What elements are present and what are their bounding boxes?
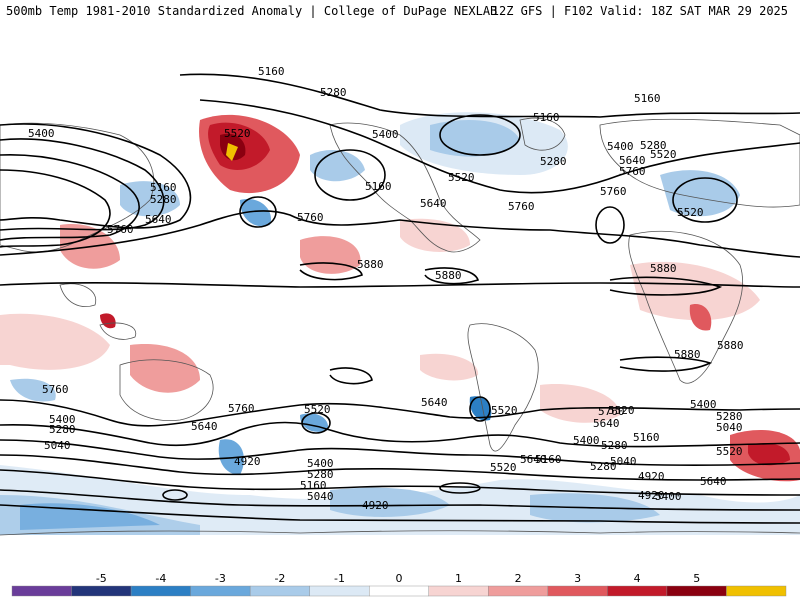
map-title: 500mb Temp 1981-2010 Standardized Anomal… [6, 4, 498, 18]
colorbar-swatch [726, 585, 787, 597]
colorbar-swatch [369, 585, 429, 597]
contour-label: 5640 [520, 453, 547, 466]
colorbar-tick-label: 2 [515, 572, 522, 585]
contour-label: 5880 [674, 348, 701, 361]
contour-label: 4920 [638, 470, 665, 483]
contour-label: 5040 [44, 439, 71, 452]
contour-label: 5400 [607, 140, 634, 153]
contour-labels: 5160 5280 5160 5400 5520 5400 5280 5160 … [28, 65, 744, 512]
colorbar-swatch [190, 585, 251, 597]
colorbar-swatch [249, 585, 310, 597]
contour-label: 5280 [716, 410, 743, 423]
contour-label: 5040 [307, 490, 334, 503]
contour-label: 5880 [357, 258, 384, 271]
contour-label: 4920 [234, 455, 261, 468]
contour-label: 5160 [535, 453, 562, 466]
contour-label: 5400 [28, 127, 55, 140]
contour-label: 5280 [150, 193, 177, 206]
contour-label: 5520 [716, 445, 743, 458]
colorbar-tick-label: -2 [274, 572, 285, 585]
contour-label: 5400 [690, 398, 717, 411]
contour-label: 5280 [49, 423, 76, 436]
contour-label: 4920 [362, 499, 389, 512]
anomaly-shading [0, 112, 800, 535]
colorbar: -5 -4 -3 -2 -1 0 1 2 3 4 5 [0, 558, 800, 600]
contour-label: 5640 [700, 475, 727, 488]
contour-label: 5760 [228, 402, 255, 415]
contour-label: 5160 [300, 479, 327, 492]
colorbar-swatch [309, 585, 370, 597]
contour-label: 5640 [420, 197, 447, 210]
contour-label: 5520 [448, 171, 475, 184]
contour-label: 5400 [372, 128, 399, 141]
contour-label: 4920 [638, 489, 665, 502]
contour-label: 5520 [224, 127, 251, 140]
contour-label: 5160 [533, 111, 560, 124]
contour-label: 5520 [490, 461, 517, 474]
colorbar-tick-label: -5 [96, 572, 107, 585]
contour-label: 5160 [150, 181, 177, 194]
colorbar-swatch [130, 585, 191, 597]
contour-label: 5520 [650, 148, 677, 161]
contour-label: 5160 [633, 431, 660, 444]
colorbar-tick-label: -4 [155, 572, 166, 585]
contour-label: 5280 [601, 439, 628, 452]
colorbar-tick-label: 4 [634, 572, 641, 585]
contour-label: 5760 [297, 211, 324, 224]
colorbar-tick-label: 1 [455, 572, 462, 585]
contour-label: 5640 [145, 213, 172, 226]
colorbar-swatch [666, 585, 727, 597]
contour-label: 5400 [49, 413, 76, 426]
contour-label: 5640 [191, 420, 218, 433]
contour-label: 5880 [435, 269, 462, 282]
contour-label: 5640 [593, 417, 620, 430]
model-run-info: 12Z GFS | F102 Valid: 18Z SAT MAR 29 202… [491, 4, 788, 18]
contour-label: 5880 [650, 262, 677, 275]
contour-label: 5040 [610, 455, 637, 468]
contour-label: 5760 [598, 405, 625, 418]
contour-label: 5400 [573, 434, 600, 447]
colorbar-tick-label: 5 [693, 572, 700, 585]
colorbar-swatch [547, 585, 608, 597]
contour-label: 5760 [619, 165, 646, 178]
contour-label: 5280 [540, 155, 567, 168]
anomaly-map: 5160 5280 5160 5400 5520 5400 5280 5160 … [0, 25, 800, 558]
contour-label: 5520 [677, 206, 704, 219]
contour-label: 5520 [491, 404, 518, 417]
contour-label: 5520 [304, 403, 331, 416]
contour-label: 5160 [258, 65, 285, 78]
contour-label: 5880 [717, 339, 744, 352]
colorbar-swatch [488, 585, 549, 597]
colorbar-tick-label: 3 [574, 572, 581, 585]
contour-label: 5760 [42, 383, 69, 396]
colorbar-swatch [11, 585, 72, 597]
contour-label: 5760 [600, 185, 627, 198]
contour-label: 5760 [508, 200, 535, 213]
contour-label: 5160 [634, 92, 661, 105]
contour-label: 5280 [307, 468, 334, 481]
contour-label: 5160 [365, 180, 392, 193]
colorbar-tick-label: -1 [334, 572, 345, 585]
contour-label: 5280 [640, 139, 667, 152]
contour-label: 5640 [619, 154, 646, 167]
contour-label: 5520 [608, 404, 635, 417]
colorbar-swatch [607, 585, 668, 597]
height-contours [0, 73, 800, 524]
contour-label: 5400 [655, 490, 682, 503]
colorbar-swatch [71, 585, 132, 597]
contour-label: 5640 [421, 396, 448, 409]
colorbar-tick-label: 0 [396, 572, 403, 585]
contour-label: 5760 [107, 223, 134, 236]
colorbar-tick-label: -3 [215, 572, 226, 585]
contour-label: 5280 [320, 86, 347, 99]
contour-label: 5280 [590, 460, 617, 473]
colorbar-swatch [428, 585, 489, 597]
contour-label: 5040 [716, 421, 743, 434]
contour-label: 5400 [307, 457, 334, 470]
